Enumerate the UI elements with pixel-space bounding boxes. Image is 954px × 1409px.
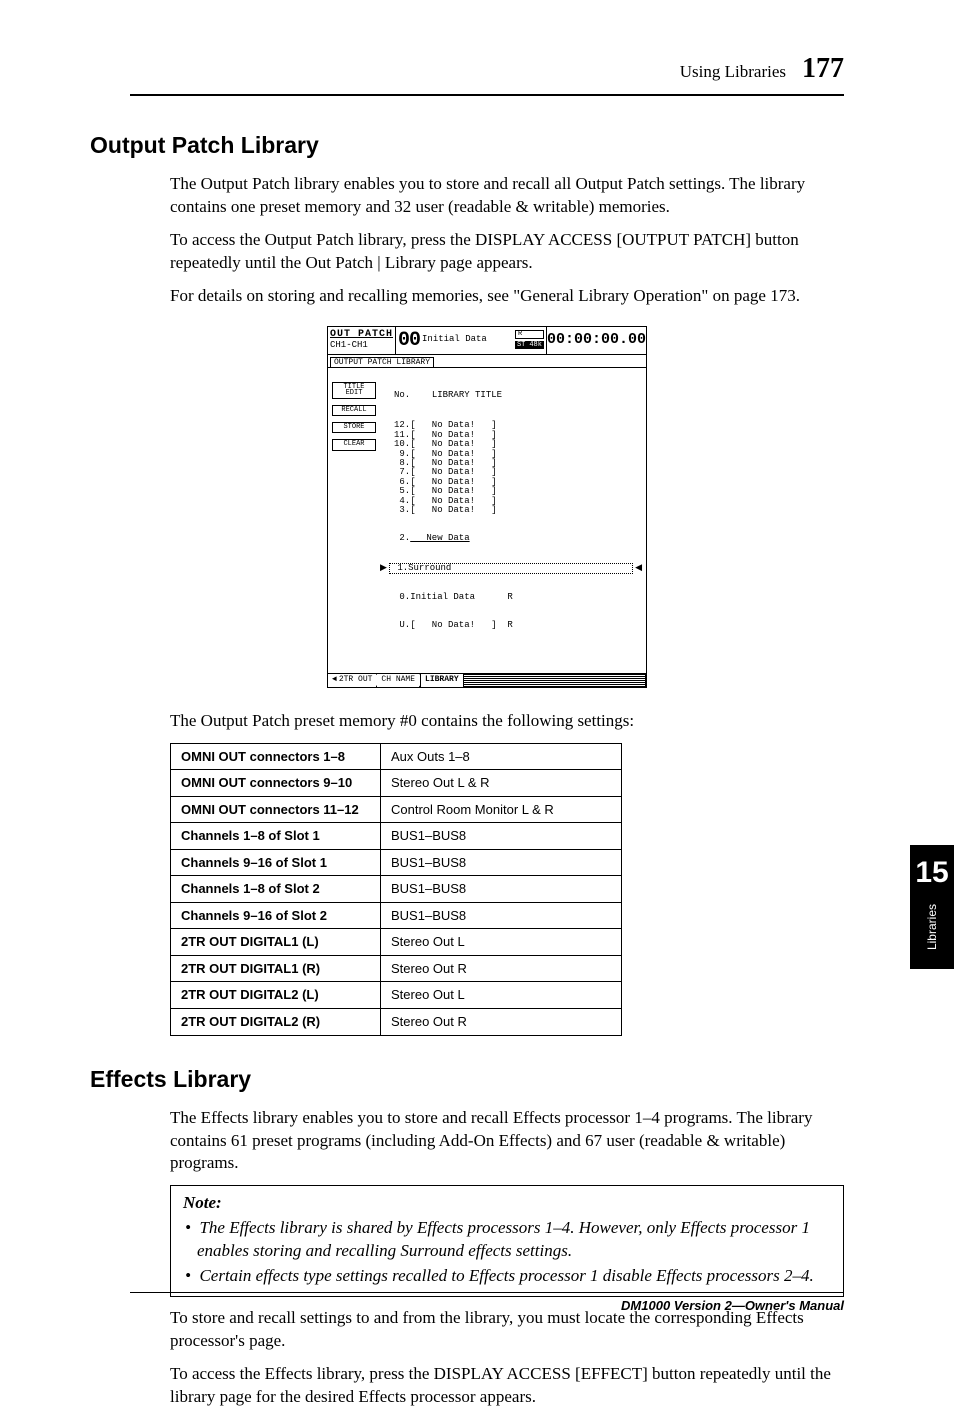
para-3: For details on storing and recalling mem… <box>170 285 844 308</box>
note-box: Note: • The Effects library is shared by… <box>170 1185 844 1297</box>
table-cell: Control Room Monitor L & R <box>381 796 622 823</box>
table-row: 2TR OUT DIGITAL2 (R)Stereo Out R <box>171 1009 622 1036</box>
note-title: Note: <box>183 1192 831 1215</box>
table-cell: 2TR OUT DIGITAL1 (L) <box>171 929 381 956</box>
lcd-selected-row[interactable]: ▶ 1.Surround ◀ <box>380 563 642 574</box>
lcd-timecode: 00:00:00.00 <box>547 327 646 354</box>
table-cell: OMNI OUT connectors 9–10 <box>171 770 381 797</box>
table-row: OMNI OUT connectors 11–12Control Room Mo… <box>171 796 622 823</box>
table-cell: BUS1–BUS8 <box>381 902 622 929</box>
table-row: Channels 1–8 of Slot 1BUS1–BUS8 <box>171 823 622 850</box>
lcd-row-0: 0.Initial Data R <box>394 593 642 602</box>
lcd-bottom-tabs: 2TR OUT CH NAME LIBRARY <box>328 673 646 687</box>
lcd-page-tab: OUTPUT PATCH LIBRARY <box>330 357 434 368</box>
para-1: The Output Patch library enables you to … <box>170 173 844 219</box>
lcd-rate-badge: 48k <box>527 341 544 349</box>
table-row: Channels 1–8 of Slot 2BUS1–BUS8 <box>171 876 622 903</box>
table-cell: OMNI OUT connectors 11–12 <box>171 796 381 823</box>
table-cell: OMNI OUT connectors 1–8 <box>171 743 381 770</box>
lcd-tab-ch-name[interactable]: CH NAME <box>377 674 420 687</box>
table-cell: Stereo Out R <box>381 955 622 982</box>
table-cell: Stereo Out L <box>381 982 622 1009</box>
table-cell: Aux Outs 1–8 <box>381 743 622 770</box>
table-row: Channels 9–16 of Slot 2BUS1–BUS8 <box>171 902 622 929</box>
table-cell: Stereo Out L <box>381 929 622 956</box>
page-header: Using Libraries 177 <box>130 50 844 96</box>
lcd-new-row: 2. New Data <box>394 534 642 543</box>
table-row: OMNI OUT connectors 9–10Stereo Out L & R <box>171 770 622 797</box>
table-cell: Channels 9–16 of Slot 1 <box>171 849 381 876</box>
lcd-right-arrow-icon: ◀ <box>635 564 642 573</box>
heading-output-patch: Output Patch Library <box>90 130 844 161</box>
chapter-number: 15 <box>910 853 954 894</box>
table-row: 2TR OUT DIGITAL1 (L)Stereo Out L <box>171 929 622 956</box>
lcd-channel: CH1-CH1 <box>330 341 395 350</box>
lcd-tab-2tr-out[interactable]: 2TR OUT <box>328 674 377 687</box>
table-cell: 2TR OUT DIGITAL2 (R) <box>171 1009 381 1036</box>
lcd-memory-title: Initial Data <box>422 335 487 344</box>
lcd-memory-number: 00 <box>398 330 420 351</box>
table-cell: Channels 1–8 of Slot 2 <box>171 876 381 903</box>
para-4: The Output Patch preset memory #0 contai… <box>170 710 844 733</box>
lcd-store-button[interactable]: STORE <box>332 422 376 433</box>
heading-effects-library: Effects Library <box>90 1064 844 1095</box>
para-2: To access the Output Patch library, pres… <box>170 229 844 275</box>
para-7: To access the Effects library, press the… <box>170 1363 844 1409</box>
para-5: The Effects library enables you to store… <box>170 1107 844 1176</box>
lcd-tab-library[interactable]: LIBRARY <box>420 673 464 687</box>
table-cell: Channels 1–8 of Slot 1 <box>171 823 381 850</box>
footer-rule <box>130 1292 844 1293</box>
lcd-title-edit-button[interactable]: TITLEEDIT <box>332 382 376 399</box>
table-cell: Stereo Out R <box>381 1009 622 1036</box>
note-item-1: • The Effects library is shared by Effec… <box>183 1217 831 1263</box>
lcd-tab-filler <box>464 674 646 687</box>
table-row: 2TR OUT DIGITAL1 (R)Stereo Out R <box>171 955 622 982</box>
table-cell: Stereo Out L & R <box>381 770 622 797</box>
lcd-list-row: 3.[ No Data! ] <box>394 506 642 515</box>
table-cell: 2TR OUT DIGITAL1 (R) <box>171 955 381 982</box>
lcd-left-arrow-icon: ▶ <box>380 564 387 573</box>
chapter-title: Libraries <box>924 904 940 950</box>
table-cell: BUS1–BUS8 <box>381 876 622 903</box>
lcd-recall-button[interactable]: RECALL <box>332 405 376 416</box>
table-cell: 2TR OUT DIGITAL2 (L) <box>171 982 381 1009</box>
table-row: 2TR OUT DIGITAL2 (L)Stereo Out L <box>171 982 622 1009</box>
lcd-screenshot: OUT PATCH CH1-CH1 00 Initial Data R ST48… <box>327 326 647 688</box>
lcd-st-badge: ST <box>515 341 527 349</box>
table-cell: Channels 9–16 of Slot 2 <box>171 902 381 929</box>
table-row: Channels 9–16 of Slot 1BUS1–BUS8 <box>171 849 622 876</box>
table-cell: BUS1–BUS8 <box>381 849 622 876</box>
note-item-2: • Certain effects type settings recalled… <box>183 1265 831 1288</box>
chapter-side-tab: 15 Libraries <box>910 845 954 969</box>
footer-text: DM1000 Version 2—Owner's Manual <box>621 1297 844 1315</box>
lcd-list-header: No. LIBRARY TITLE <box>394 391 642 400</box>
lcd-row-u: U.[ No Data! ] R <box>394 621 642 630</box>
lcd-screen-name: OUT PATCH <box>330 330 395 341</box>
lcd-r-badge: R <box>515 330 544 339</box>
lcd-clear-button[interactable]: CLEAR <box>332 439 376 450</box>
preset-settings-table: OMNI OUT connectors 1–8Aux Outs 1–8OMNI … <box>170 743 622 1036</box>
header-section: Using Libraries <box>680 61 786 84</box>
table-cell: BUS1–BUS8 <box>381 823 622 850</box>
table-row: OMNI OUT connectors 1–8Aux Outs 1–8 <box>171 743 622 770</box>
header-page-number: 177 <box>802 50 844 88</box>
